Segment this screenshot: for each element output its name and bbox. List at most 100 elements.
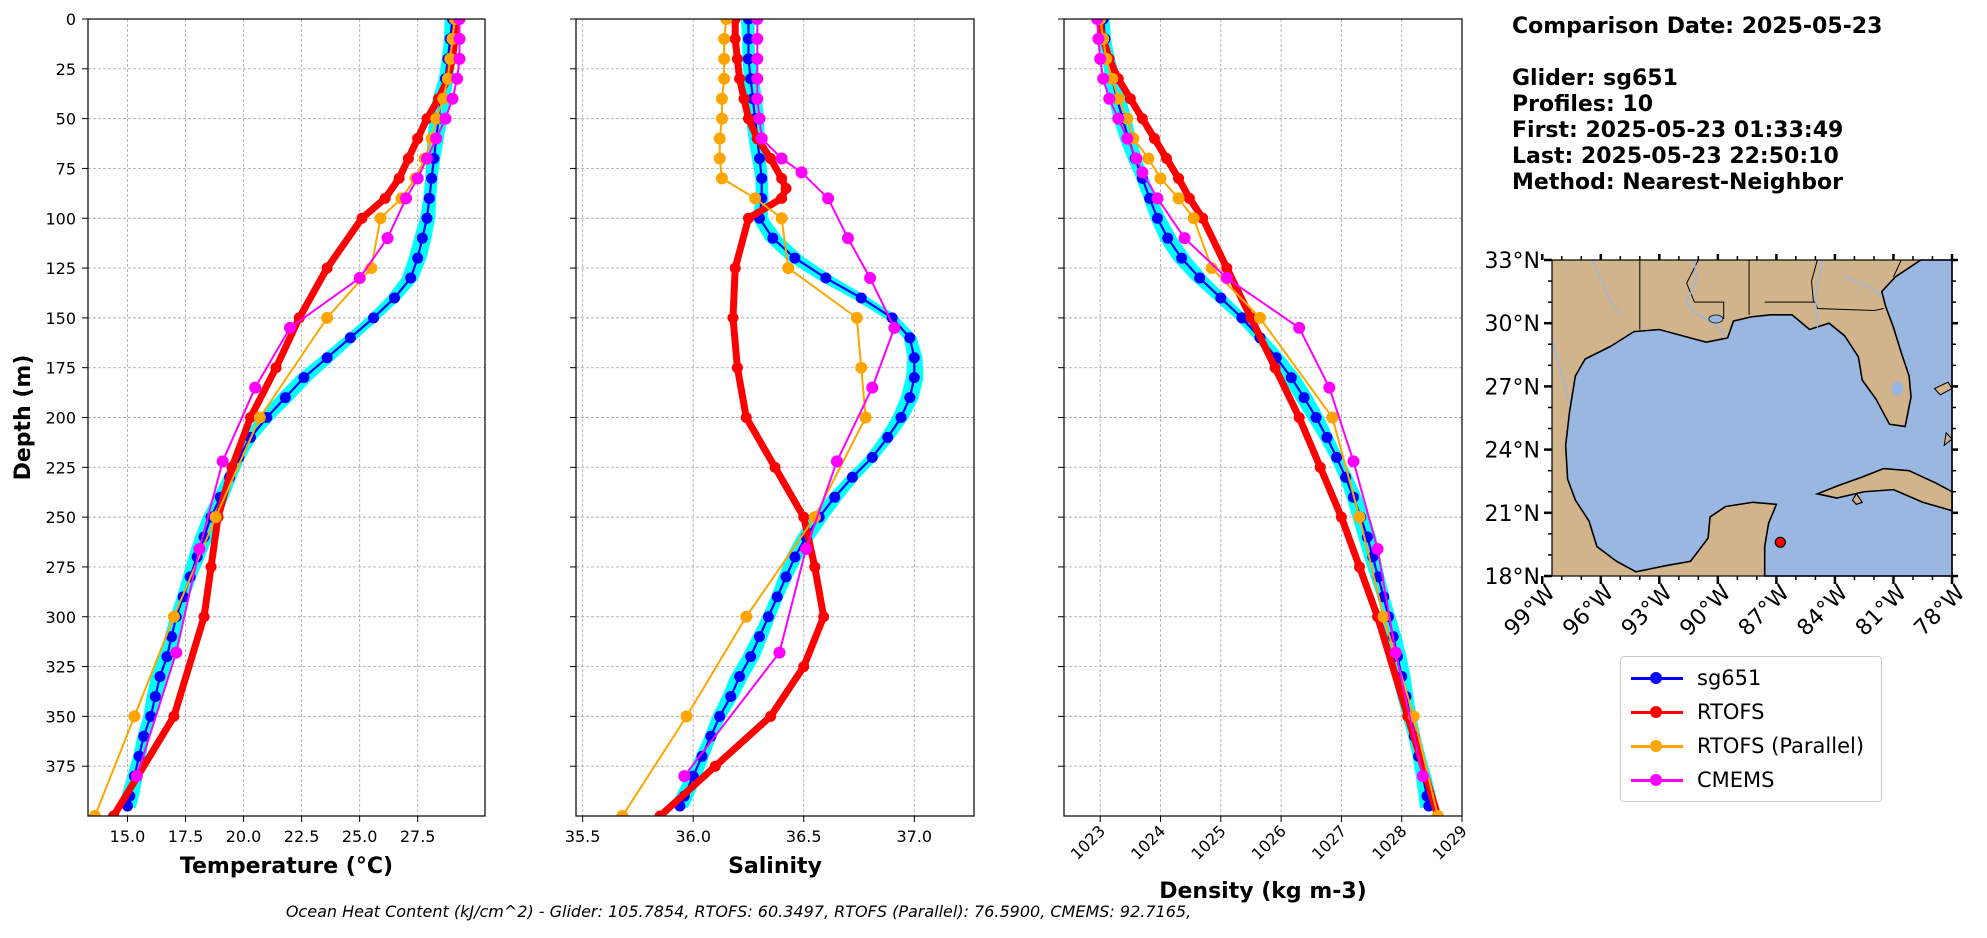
data-point bbox=[846, 471, 858, 483]
data-point bbox=[393, 172, 405, 184]
x-tick-label: 15.0 bbox=[110, 827, 146, 846]
method: Method: Nearest-Neighbor bbox=[1512, 170, 1843, 195]
x-tick-label: 1028 bbox=[1368, 821, 1410, 863]
data-point bbox=[1092, 32, 1105, 45]
profile-count: Profiles: 10 bbox=[1512, 92, 1654, 117]
data-point bbox=[426, 172, 438, 184]
data-point bbox=[1176, 252, 1188, 264]
data-point bbox=[1389, 646, 1402, 659]
data-point bbox=[1173, 172, 1185, 184]
series-rtofs-parallel- bbox=[1094, 19, 1444, 816]
data-point bbox=[402, 152, 414, 164]
data-point bbox=[1314, 461, 1326, 473]
data-point bbox=[1112, 112, 1125, 125]
data-point bbox=[444, 52, 457, 65]
x-tick-label: 1027 bbox=[1308, 821, 1350, 863]
data-point bbox=[654, 810, 666, 816]
data-point bbox=[773, 646, 786, 659]
y-tick-label: 250 bbox=[45, 508, 76, 527]
data-point bbox=[740, 412, 752, 423]
x-tick-label: 20.0 bbox=[226, 827, 262, 846]
data-point bbox=[780, 182, 792, 194]
rivers bbox=[1551, 259, 1904, 404]
data-point bbox=[904, 332, 916, 344]
glider-name: Glider: sg651 bbox=[1512, 66, 1678, 91]
data-point bbox=[1298, 392, 1310, 404]
data-point bbox=[895, 412, 907, 423]
data-point bbox=[715, 92, 728, 105]
x-axis: 1023 1024 1025 1026 1027 1028 1029 bbox=[1067, 816, 1471, 864]
x-tick-label: 27.5 bbox=[400, 827, 436, 846]
data-point bbox=[1245, 312, 1257, 324]
bahamas bbox=[1933, 381, 1953, 396]
data-point bbox=[734, 73, 746, 85]
data-point bbox=[820, 272, 832, 284]
lon-label: 81°W bbox=[1851, 580, 1912, 641]
data-point bbox=[742, 19, 754, 25]
x-axis-label: Temperature (°C) bbox=[180, 854, 393, 879]
data-point bbox=[713, 132, 726, 145]
data-point bbox=[859, 411, 872, 424]
data-point bbox=[421, 212, 433, 224]
spread-line bbox=[121, 19, 454, 809]
data-point bbox=[1142, 152, 1155, 165]
map-frame bbox=[1551, 259, 1953, 577]
data-point bbox=[321, 262, 333, 274]
data-point bbox=[439, 112, 452, 125]
data-point bbox=[775, 212, 788, 225]
y-tick-label: 100 bbox=[45, 209, 76, 228]
data-point bbox=[411, 172, 424, 185]
data-point bbox=[1194, 272, 1206, 284]
series-cmems bbox=[1091, 19, 1429, 783]
data-point bbox=[762, 611, 774, 623]
y-tick-label: 350 bbox=[45, 707, 76, 726]
y-axis bbox=[570, 18, 576, 767]
legend-label: RTOFS (Parallel) bbox=[1697, 734, 1865, 758]
data-point bbox=[1121, 112, 1134, 125]
data-point bbox=[270, 362, 282, 374]
chart-panel-1: 0 25 50 75 100 125 150 175 200 225 250 275 300 325 350… bbox=[11, 10, 486, 879]
data-point bbox=[855, 361, 868, 374]
data-point bbox=[855, 292, 867, 304]
data-point bbox=[170, 646, 183, 659]
data-point bbox=[1130, 152, 1143, 165]
data-point bbox=[798, 511, 810, 523]
chart-panel-2: 35.5 36.0 36.5 37.0 Salinity bbox=[565, 18, 975, 879]
x-tick-label: 17.5 bbox=[168, 827, 204, 846]
data-point bbox=[616, 810, 629, 816]
data-point bbox=[368, 312, 380, 324]
map: 33°N30°N27°N24°N21°N18°N99°W96°W93°W90°W… bbox=[1485, 249, 1971, 641]
lake-okeechobee bbox=[1891, 381, 1904, 396]
data-point bbox=[405, 272, 417, 284]
y-tick-label: 300 bbox=[45, 608, 76, 627]
data-point bbox=[751, 72, 764, 85]
lon-label: 84°W bbox=[1793, 580, 1854, 641]
spread-line bbox=[132, 19, 459, 809]
sg651-profile-spread bbox=[670, 19, 924, 809]
data-point bbox=[167, 610, 180, 623]
data-point bbox=[767, 232, 779, 244]
chart-panel-3: 1023 1024 1025 1026 1027 1028 1029 Density (kg … bbox=[1058, 18, 1471, 904]
data-point bbox=[771, 591, 783, 603]
data-point bbox=[742, 33, 754, 45]
data-point bbox=[713, 152, 726, 165]
data-point bbox=[709, 760, 721, 772]
lon-label: 96°W bbox=[1558, 580, 1619, 641]
data-point bbox=[1220, 272, 1233, 285]
x-tick-label: 1026 bbox=[1248, 821, 1290, 863]
data-point bbox=[138, 730, 150, 742]
y-tick-label: 125 bbox=[45, 259, 76, 278]
data-point bbox=[908, 372, 920, 384]
y-tick-label: 200 bbox=[45, 409, 76, 428]
data-point bbox=[1293, 321, 1306, 334]
legend-item-cmems: CMEMS bbox=[1631, 765, 1775, 795]
x-axis-label: Density (kg m-3) bbox=[1159, 879, 1367, 904]
river bbox=[1844, 276, 1883, 297]
data-point bbox=[715, 172, 728, 185]
data-point bbox=[1178, 232, 1191, 245]
data-point bbox=[738, 93, 750, 105]
spread-line bbox=[1095, 19, 1424, 809]
data-point bbox=[789, 252, 801, 264]
x-tick-label: 36.5 bbox=[786, 827, 822, 846]
